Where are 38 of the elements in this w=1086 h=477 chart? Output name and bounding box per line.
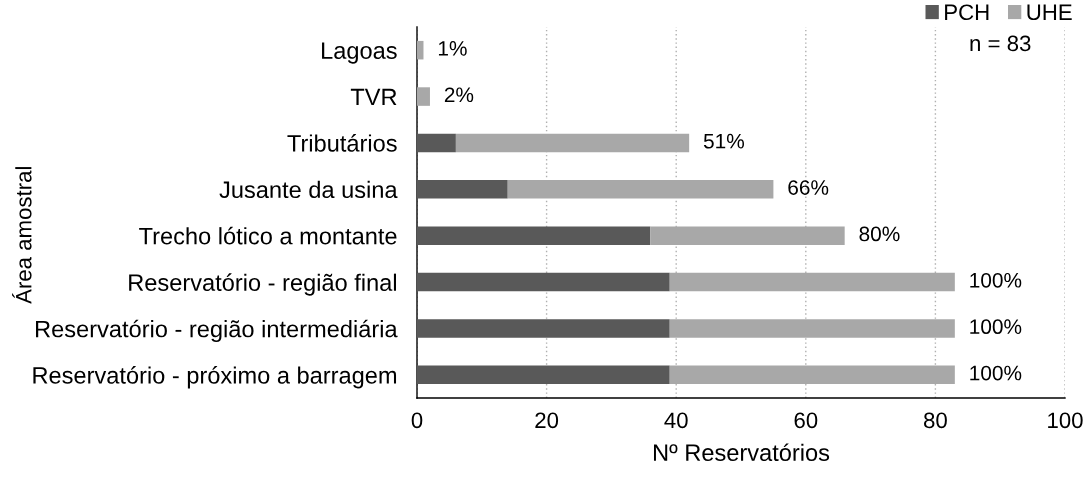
bar — [417, 365, 670, 385]
y-tick-label: Lagoas — [322, 42, 397, 64]
y-tick-label: Reservatório - região final — [129, 273, 396, 296]
annotation: 100% — [970, 319, 1022, 335]
annotation: 2% — [444, 87, 474, 103]
bar — [507, 180, 774, 199]
annotation: 100% — [970, 272, 1022, 288]
x-tick-label: 20 — [535, 412, 559, 429]
legend-label: UHE — [1027, 4, 1072, 21]
bar — [417, 133, 456, 153]
y-axis-title: Área amostral — [12, 167, 32, 304]
annotation: 100% — [970, 365, 1022, 381]
bar — [417, 87, 430, 106]
bar — [417, 226, 651, 245]
y-tick-label: Trecho lótico a montante — [139, 226, 397, 245]
y-tick-label: TVR — [350, 88, 397, 106]
legend-label: PCH — [945, 4, 989, 21]
x-axis-title: Nº Reservatórios — [653, 443, 830, 462]
bar — [417, 40, 424, 60]
y-tick-label: Reservatório - próximo a barragem — [33, 366, 397, 389]
x-tick-label: 40 — [664, 412, 688, 429]
x-tick-label: 0 — [411, 412, 423, 429]
annotation: 51% — [703, 133, 745, 149]
annotation: 1% — [438, 41, 467, 56]
annotation: n = 83 — [970, 35, 1031, 52]
bar — [417, 272, 670, 292]
y-tick-label: Reservatório - região intermediária — [36, 319, 398, 343]
x-tick-label: 60 — [794, 412, 818, 429]
bar — [650, 226, 845, 245]
bar — [455, 133, 690, 153]
y-tick-label: Jusante da usina — [219, 180, 398, 199]
bar — [417, 319, 670, 338]
y-tick-label: Tributários — [287, 134, 397, 152]
annotation: 66% — [788, 180, 829, 195]
x-tick-label: 80 — [924, 412, 947, 429]
bar — [417, 180, 508, 199]
x-tick-label: 100 — [1048, 412, 1083, 429]
annotation: 80% — [859, 226, 900, 242]
